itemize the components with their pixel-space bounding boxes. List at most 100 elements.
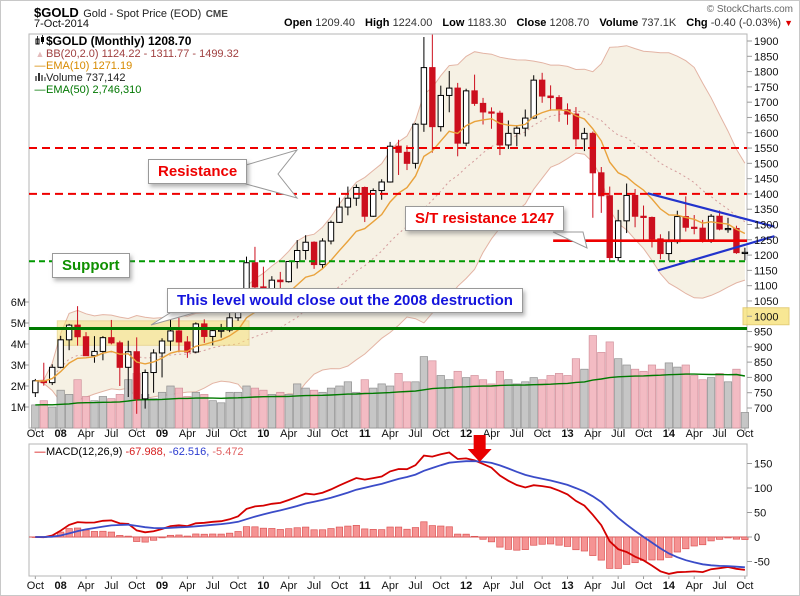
volume-bar <box>622 364 631 429</box>
macd-histogram-bar <box>209 533 217 538</box>
volume-bar <box>436 375 445 429</box>
price-axis-label: 700 <box>754 403 772 415</box>
macd-axis-label: 150 <box>754 459 772 471</box>
candle-body <box>353 186 360 199</box>
candle-body <box>446 87 453 96</box>
volume-axis-label: 6M <box>11 297 26 309</box>
macd-histogram-bar <box>133 536 141 542</box>
volume-bar <box>149 398 158 429</box>
price-axis-label: 1650 <box>754 112 778 124</box>
macd-histogram-bar <box>437 525 445 538</box>
candle-body <box>606 195 613 259</box>
volume-bar <box>360 379 369 429</box>
x-axis-label: Oct <box>230 580 247 592</box>
x-axis-label: Oct <box>736 428 753 440</box>
candle-body <box>319 240 326 266</box>
volume-bar <box>191 391 200 429</box>
candle-body <box>479 102 487 113</box>
volume-bar <box>487 383 496 429</box>
candle-body <box>598 172 605 197</box>
open-label: Open <box>284 17 313 29</box>
macd-histogram-bar <box>521 536 529 550</box>
volume-bar <box>462 377 471 429</box>
volume-bar <box>174 387 184 429</box>
chart-title: $GOLD Gold - Spot Price (EOD) CME <box>34 4 228 22</box>
macd-value: -67.988, <box>125 446 166 458</box>
candle-body <box>522 117 529 129</box>
x-axis-label: Apr <box>382 580 399 592</box>
low-label: Low <box>442 17 465 29</box>
close-value: 1208.70 <box>549 17 590 29</box>
x-axis-label: 10 <box>257 580 269 592</box>
candle-body <box>572 113 580 140</box>
volume-bar <box>166 385 175 429</box>
candle-body <box>665 241 673 255</box>
candle-body <box>65 324 73 341</box>
x-axis-label: Apr <box>179 428 196 440</box>
candle-body <box>209 330 216 337</box>
volume-bar <box>673 366 682 429</box>
volume-bar <box>250 387 260 429</box>
candle-body <box>310 241 318 266</box>
volume-bar <box>157 391 167 429</box>
bollinger-band-fill <box>35 45 745 405</box>
price-axis-label: 1500 <box>754 158 778 170</box>
price-axis-label: 1200 <box>754 250 778 262</box>
macd-histogram-bar <box>268 528 276 538</box>
legend-volume-row: Volume 737,142 <box>34 72 239 84</box>
x-axis-label: 13 <box>561 428 573 440</box>
candle-body <box>175 330 183 343</box>
volume-bar <box>690 375 699 429</box>
price-axis-label: 1900 <box>754 36 778 48</box>
candle-body <box>555 97 563 111</box>
candle-body <box>57 339 64 368</box>
legend-ema10: EMA(10) 1271.19 <box>46 60 133 72</box>
bollinger-band-icon: ▲ <box>35 49 45 59</box>
x-axis-label: Oct <box>128 428 145 440</box>
x-axis-label: Apr <box>382 428 399 440</box>
volume-bar <box>639 370 648 429</box>
macd-histogram-bar <box>226 532 234 538</box>
volume-bar <box>478 379 488 429</box>
x-axis-label: Jul <box>307 580 321 592</box>
candle-body <box>201 323 208 337</box>
x-axis-label: Jul <box>206 428 220 440</box>
price-axis-label: 1000 <box>754 311 778 323</box>
blue-trendline <box>657 235 775 272</box>
exchange: CME <box>205 9 228 20</box>
macd-histogram-bar <box>530 536 538 546</box>
macd-histogram-bar <box>563 536 572 547</box>
volume-axis-label: 2M <box>11 381 26 393</box>
macd-histogram-bar <box>242 526 251 538</box>
volume-bar <box>98 396 107 429</box>
instrument-name: Gold - Spot Price (EOD) <box>83 8 202 20</box>
x-axis-label: 14 <box>663 428 676 440</box>
price-axis-label: 1700 <box>754 97 778 109</box>
candle-body <box>167 330 174 342</box>
macd-histogram-bar <box>318 529 327 538</box>
volume-bar <box>631 368 640 429</box>
macd-histogram-bar <box>471 535 479 538</box>
volume-bar <box>647 364 657 429</box>
chart-date: 7-Oct-2014 <box>34 18 90 30</box>
macd-histogram-bar <box>597 536 605 561</box>
macd-histogram-bar <box>639 536 648 561</box>
macd-histogram-bar <box>707 536 715 542</box>
x-axis-label: Jul <box>713 428 727 440</box>
volume-bar <box>428 360 437 429</box>
macd-histogram-bar <box>420 521 428 538</box>
macd-histogram-bar <box>285 528 293 538</box>
support-callout: Support <box>52 253 130 278</box>
macd-histogram-bar <box>496 536 504 548</box>
candle-body <box>691 226 698 229</box>
price-axis-label: 1250 <box>754 235 778 247</box>
price-axis-label: 1350 <box>754 204 778 216</box>
candle-body <box>420 67 428 125</box>
volume-bar <box>293 383 302 429</box>
volume-ema50-line <box>35 373 746 406</box>
volume-value: 737.1K <box>641 17 677 29</box>
candle-body <box>395 145 402 153</box>
x-axis-label: Oct <box>534 428 551 440</box>
legend-bb-row: ▲ BB(20,2.0) 1124.22 - 1311.77 - 1499.32 <box>34 48 239 60</box>
macd-histogram-bar <box>699 536 707 546</box>
